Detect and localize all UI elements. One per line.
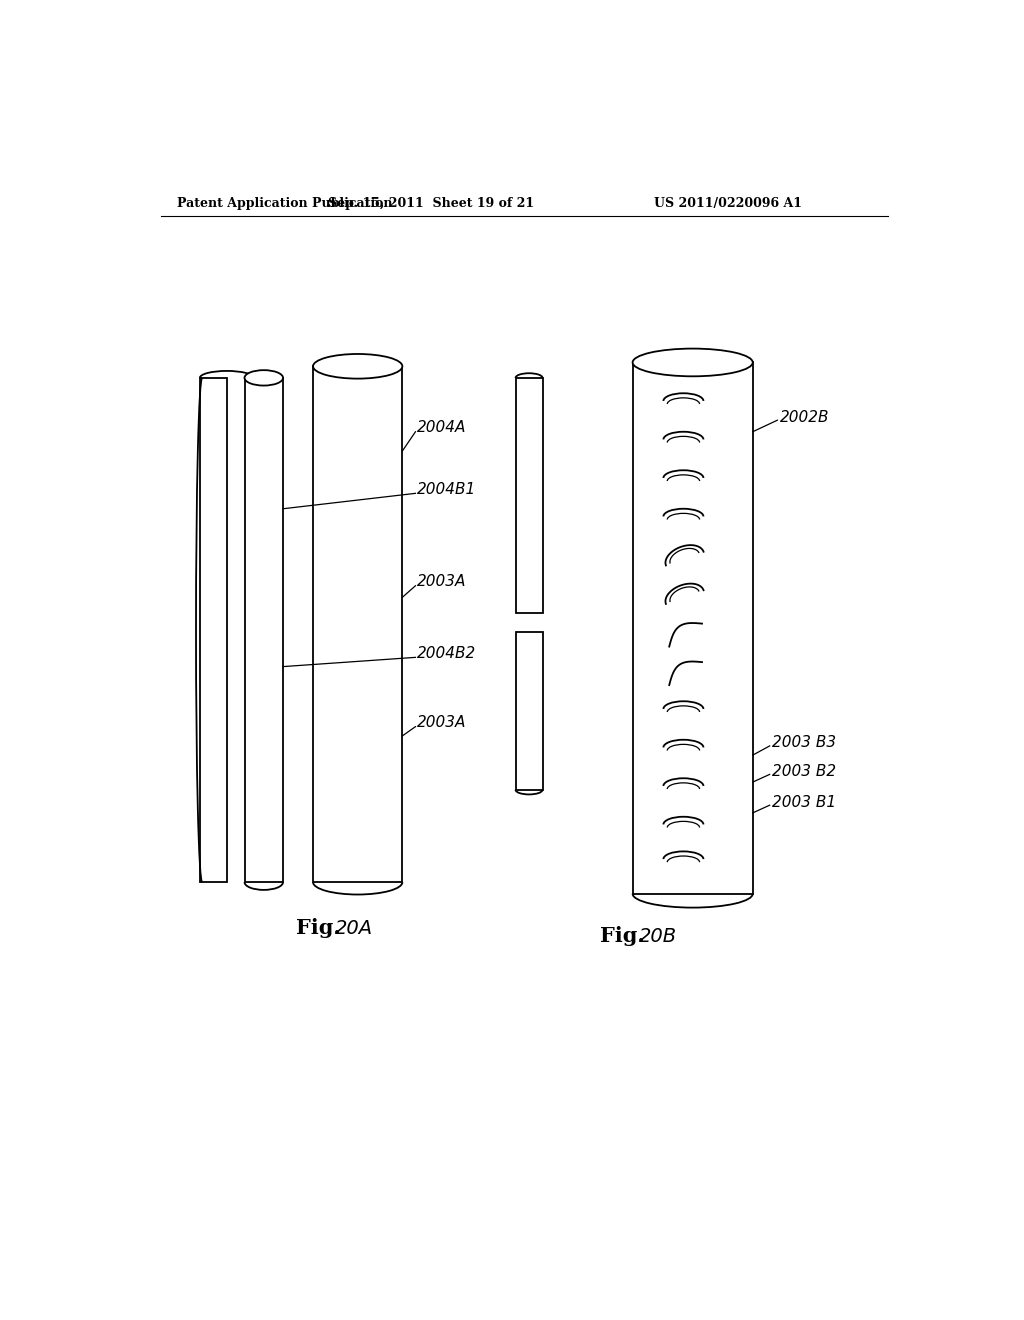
Text: 2003A: 2003A — [417, 715, 466, 730]
Text: Sep. 15, 2011  Sheet 19 of 21: Sep. 15, 2011 Sheet 19 of 21 — [328, 197, 534, 210]
Bar — [200, 378, 226, 882]
Bar — [515, 378, 543, 612]
Text: 2004A: 2004A — [417, 420, 466, 436]
Text: Patent Application Publication: Patent Application Publication — [177, 197, 392, 210]
Bar — [515, 632, 543, 789]
Bar — [633, 363, 753, 894]
Text: 2003 B2: 2003 B2 — [772, 764, 836, 779]
Ellipse shape — [633, 348, 753, 376]
Bar — [245, 378, 283, 882]
Text: 20B: 20B — [639, 927, 677, 945]
Text: US 2011/0220096 A1: US 2011/0220096 A1 — [654, 197, 802, 210]
Ellipse shape — [313, 354, 402, 379]
Text: 2003A: 2003A — [417, 574, 466, 590]
Bar — [313, 367, 402, 882]
Text: 2004B2: 2004B2 — [417, 645, 476, 661]
Text: 2002B: 2002B — [779, 409, 829, 425]
Text: Fig.: Fig. — [600, 927, 645, 946]
Text: 20A: 20A — [335, 919, 373, 939]
Text: 2004B1: 2004B1 — [417, 482, 476, 498]
Text: Fig.: Fig. — [296, 919, 341, 939]
Ellipse shape — [245, 370, 283, 385]
Text: 2003 B1: 2003 B1 — [772, 795, 836, 809]
Text: 2003 B3: 2003 B3 — [772, 735, 836, 750]
